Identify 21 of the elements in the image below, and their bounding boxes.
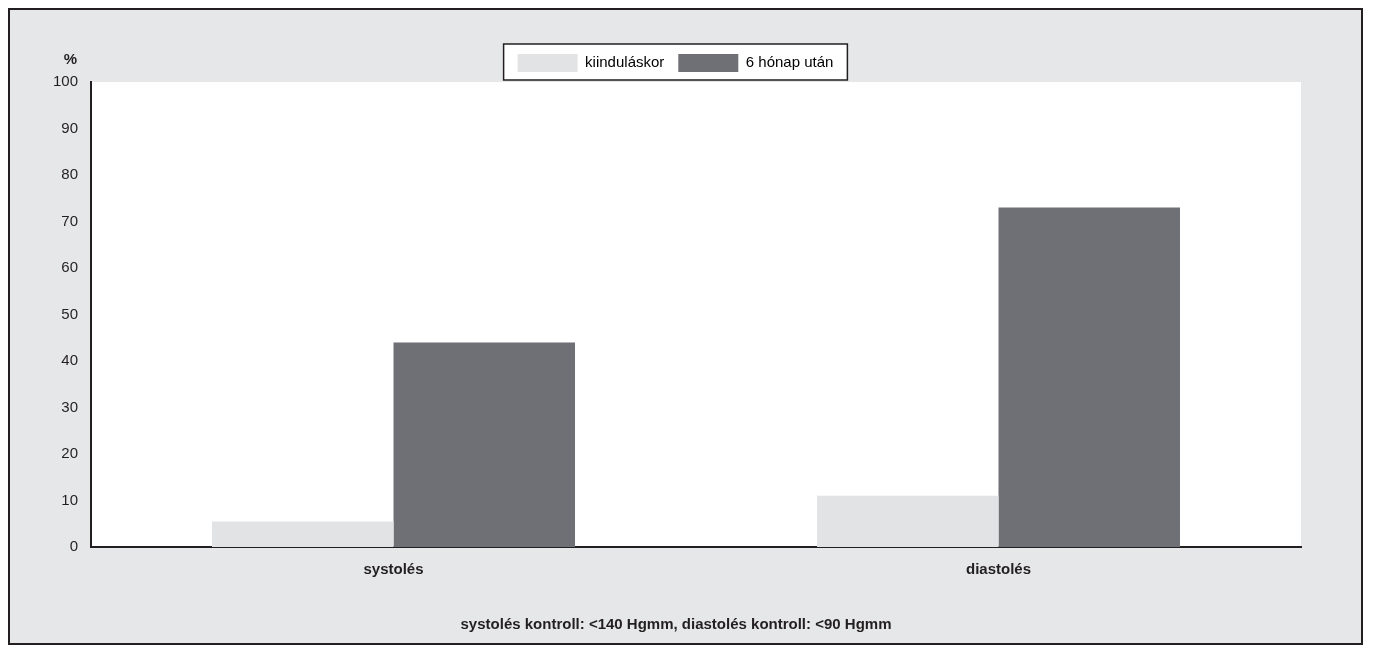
y-tick-label: 90 bbox=[61, 118, 79, 136]
legend-label: kiinduláskor bbox=[585, 53, 665, 71]
bar bbox=[212, 521, 394, 547]
y-tick-label: 60 bbox=[61, 258, 79, 276]
x-tick-label: systolés bbox=[363, 560, 424, 578]
legend-label: 6 hónap után bbox=[745, 53, 834, 71]
y-tick-label: 10 bbox=[61, 490, 79, 508]
text: systolés kontroll: <140 Hgmm, diastolés kontroll: <90 Hgmm bbox=[460, 615, 892, 633]
y-tick-label: 70 bbox=[61, 211, 79, 229]
bar bbox=[998, 207, 1180, 547]
y-tick-label: 50 bbox=[61, 304, 79, 322]
y-tick-label: 80 bbox=[61, 165, 79, 183]
bar bbox=[393, 342, 576, 547]
y-tick-label: 20 bbox=[61, 444, 79, 462]
y-tick-label: 0 bbox=[69, 537, 79, 555]
y-axis-title: % bbox=[63, 50, 78, 68]
y-tick-label: 30 bbox=[61, 397, 79, 415]
bar bbox=[817, 495, 999, 547]
y-tick-label: 100 bbox=[53, 72, 79, 90]
y-tick-label: 40 bbox=[61, 351, 79, 369]
x-tick-label: diastolés bbox=[965, 560, 1032, 578]
